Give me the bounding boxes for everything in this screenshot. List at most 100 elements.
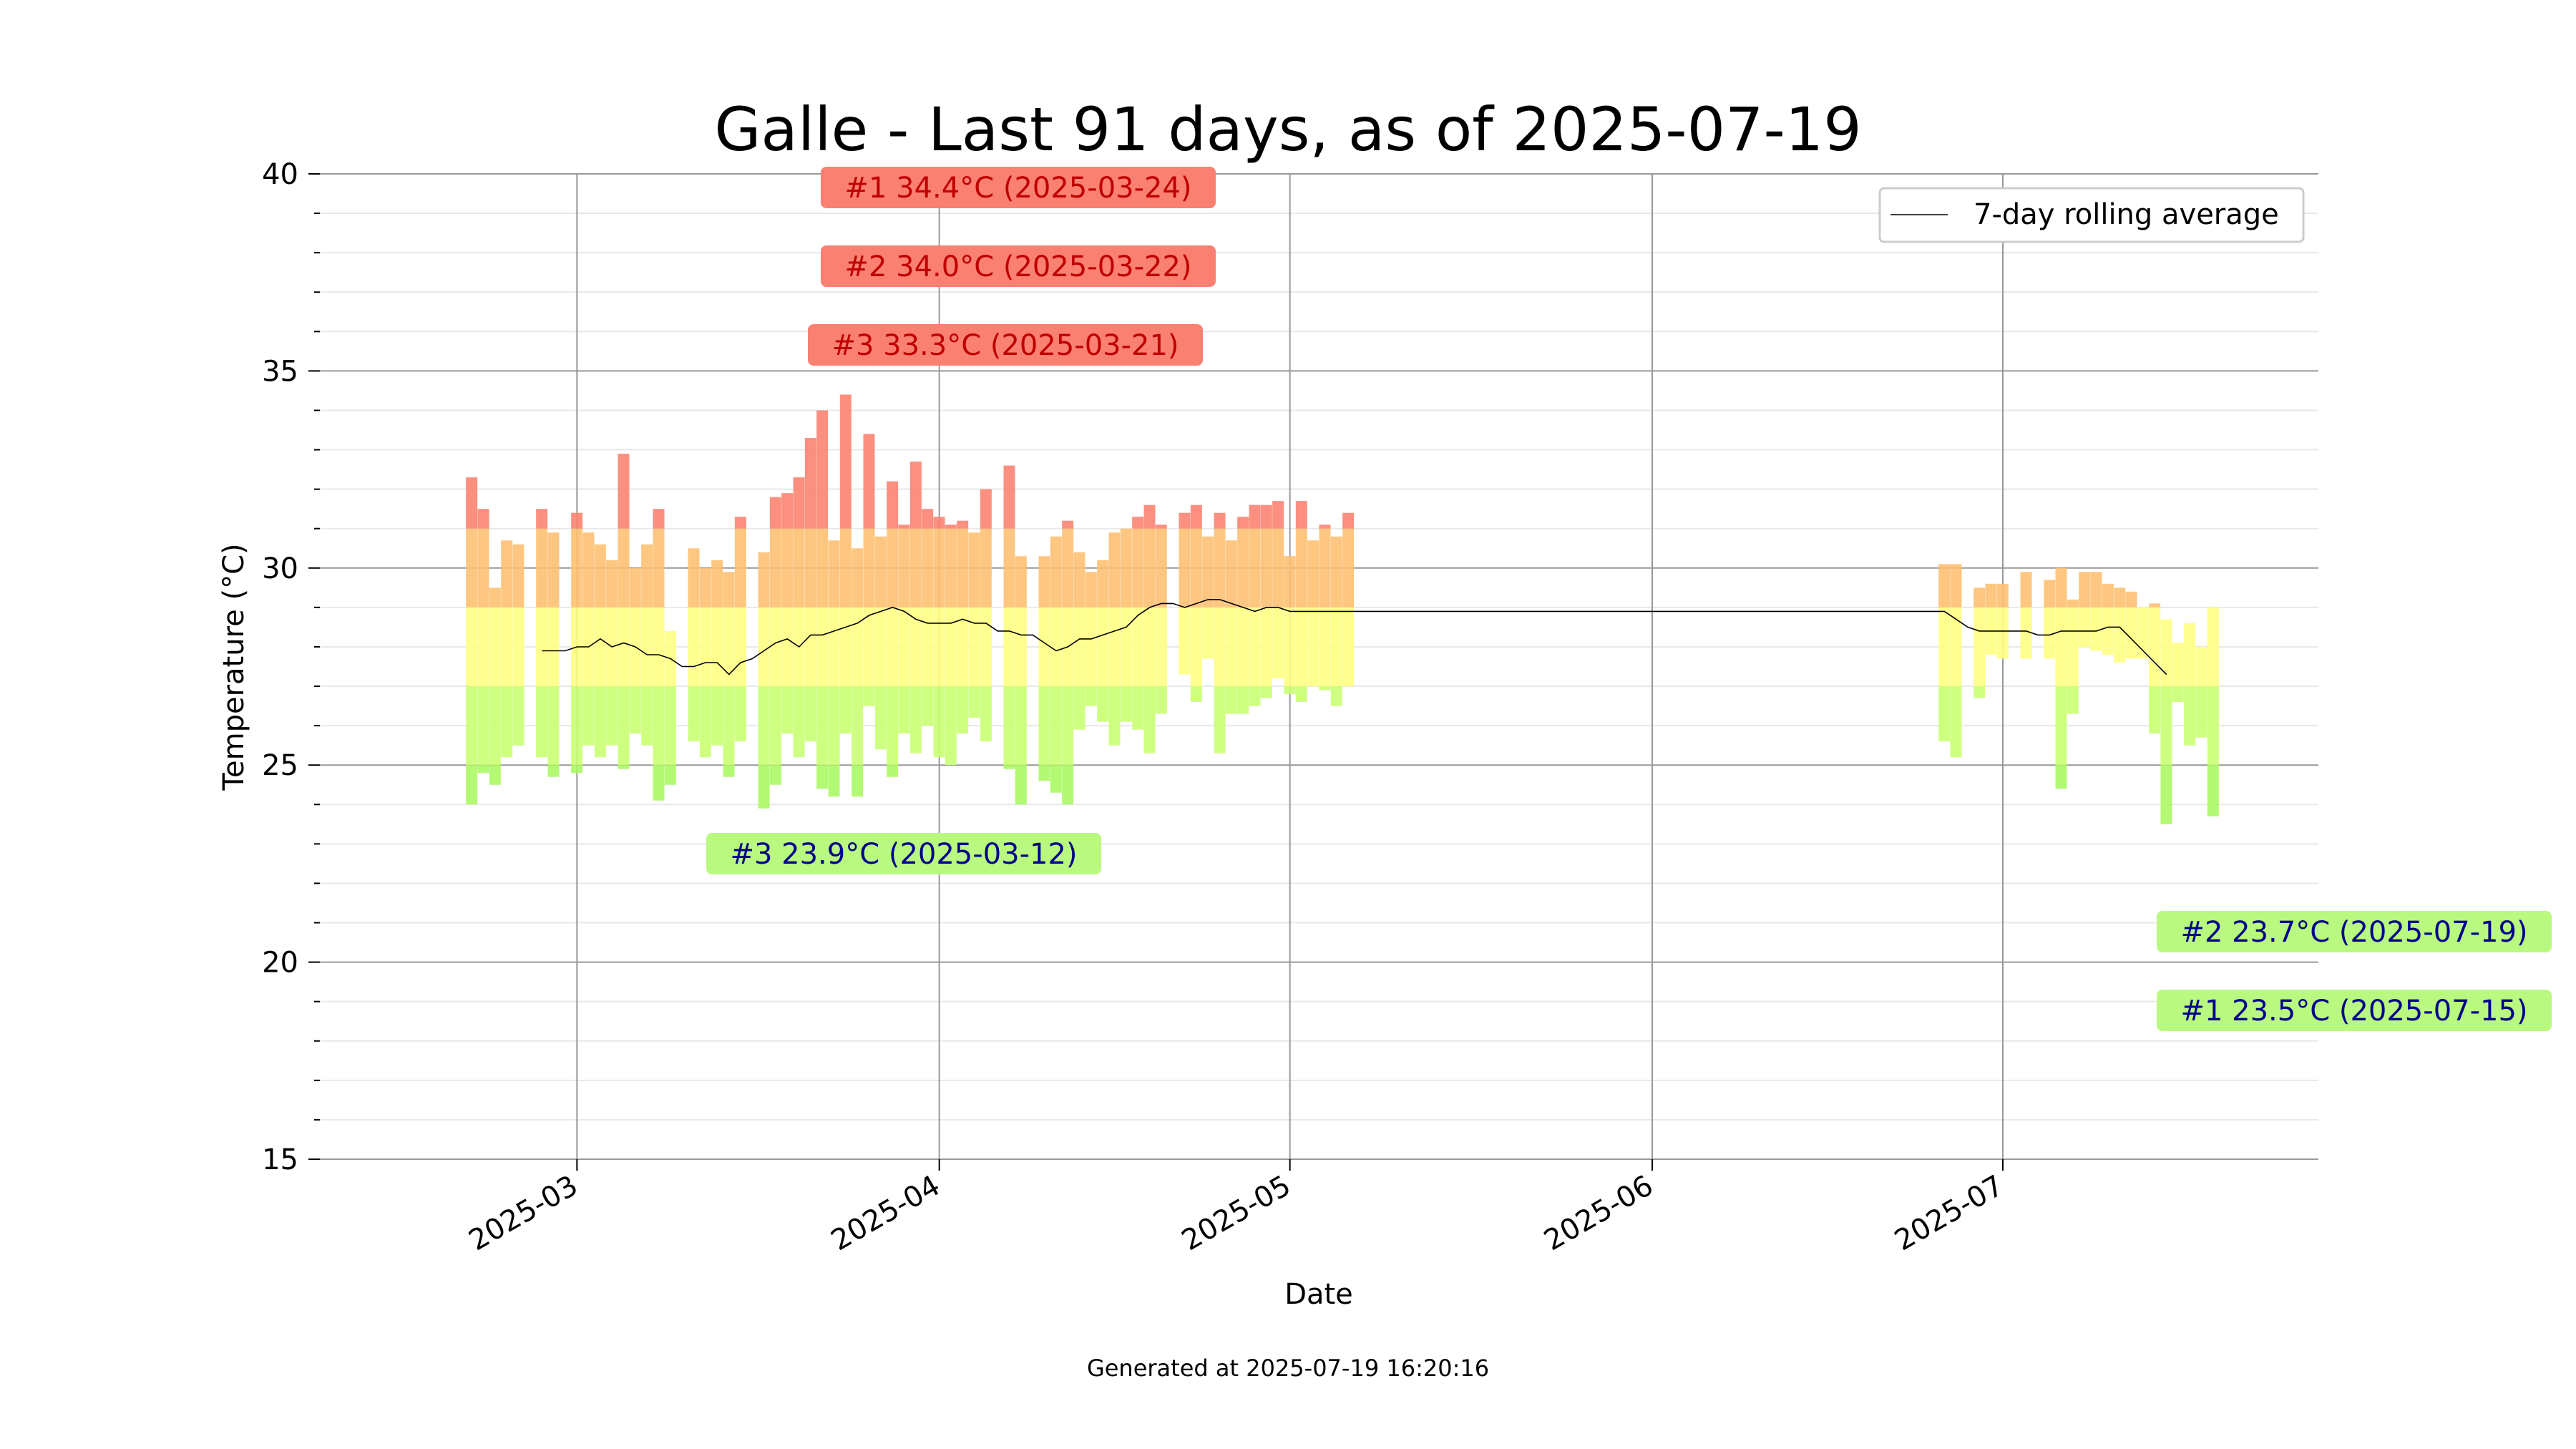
bar-segment — [909, 462, 922, 529]
bar-segment — [1260, 686, 1272, 698]
temperature-bar — [781, 493, 794, 734]
temperature-bar — [512, 544, 525, 746]
temperature-bar — [933, 517, 945, 758]
bar-segment — [1003, 465, 1015, 529]
temperature-bar — [1950, 564, 1962, 758]
temperature-bar — [2114, 587, 2126, 663]
bar-segment — [536, 528, 548, 608]
bar-segment — [477, 765, 489, 774]
y-tick-label: 25 — [262, 749, 298, 782]
temperature-bar — [2207, 607, 2219, 816]
bar-segment — [1085, 572, 1097, 608]
bar-segment — [1950, 686, 1962, 758]
bar-segment — [1038, 686, 1050, 766]
bar-segment — [1974, 607, 1986, 687]
bar-segment — [1237, 528, 1249, 608]
bar-segment — [641, 544, 653, 608]
bar-segment — [1249, 607, 1261, 687]
bar-segment — [571, 512, 583, 529]
bar-segment — [1342, 528, 1355, 608]
bar-segment — [804, 686, 816, 742]
bar-segment — [734, 517, 746, 529]
bar-segment — [1062, 520, 1074, 529]
temperature-bar — [582, 532, 595, 746]
bar-segment — [547, 607, 560, 687]
temperature-bar — [1085, 572, 1097, 706]
bar-segment — [1284, 607, 1296, 687]
bar-segment — [1319, 525, 1331, 529]
temperature-bar — [1319, 525, 1331, 691]
bar-segment — [945, 528, 957, 608]
bar-segment — [711, 560, 723, 608]
chart-title: Galle - Last 91 days, as of 2025-07-19 — [714, 94, 1861, 165]
bar-segment — [2055, 686, 2067, 766]
temperature-bar — [2125, 591, 2137, 659]
bar-segment — [769, 765, 781, 785]
bar-segment — [629, 567, 641, 608]
extreme-annotation: #1 23.5°C (2025-07-15) — [2157, 990, 2552, 1031]
bar-segment — [1974, 686, 1986, 698]
temperature-bar — [618, 454, 630, 769]
x-tick-label: 2025-05 — [1176, 1169, 1297, 1257]
bar-segment — [2102, 607, 2114, 655]
bar-segment — [1050, 607, 1062, 687]
bar-segment — [489, 686, 501, 766]
bar-segment — [536, 607, 548, 687]
bar-segment — [606, 560, 618, 608]
temperature-bar — [699, 567, 711, 758]
bar-segment — [769, 686, 781, 766]
y-tick-label: 35 — [262, 355, 298, 388]
bar-segment — [1307, 540, 1319, 608]
bar-segment — [1950, 607, 1962, 687]
bar-segment — [1003, 765, 1015, 769]
bar-segment — [968, 686, 980, 718]
temperature-bar — [723, 572, 735, 777]
temperature-bar — [816, 410, 829, 789]
bar-segment — [699, 686, 711, 758]
bar-segment — [1330, 536, 1342, 608]
bar-segment — [2184, 623, 2196, 687]
bar-segment — [2172, 643, 2184, 687]
annotation-box — [821, 245, 1216, 287]
bar-segment — [828, 686, 840, 766]
bar-segment — [1132, 686, 1144, 730]
bar-segment — [2149, 603, 2161, 608]
legend-label: 7-day rolling average — [1974, 198, 2279, 231]
x-tick-label: 2025-07 — [1889, 1169, 2009, 1257]
annotation-box — [808, 324, 1203, 366]
bar-segment — [804, 528, 816, 608]
bar-segment — [1249, 504, 1261, 529]
temperature-bar — [1249, 504, 1261, 706]
temperature-bar — [466, 477, 478, 805]
temperature-bar — [2020, 572, 2032, 659]
bar-segment — [1143, 686, 1156, 753]
bar-segment — [466, 528, 478, 608]
temperature-bar — [2149, 603, 2161, 734]
bar-segment — [957, 686, 969, 734]
bar-segment — [758, 607, 770, 687]
bar-segment — [489, 765, 501, 785]
bar-segment — [828, 540, 840, 608]
temperature-bar — [1225, 540, 1237, 714]
bar-segment — [653, 509, 665, 529]
bar-segment — [1260, 607, 1272, 687]
temperature-bar — [828, 540, 840, 797]
bar-segment — [512, 686, 525, 746]
bar-segment — [1342, 607, 1355, 687]
temperature-bar — [968, 532, 980, 718]
bar-segment — [582, 686, 595, 746]
bar-segment — [1179, 512, 1191, 529]
bar-segment — [618, 454, 630, 529]
bar-segment — [1108, 607, 1121, 687]
bar-segment — [1225, 686, 1237, 714]
bar-segment — [2160, 765, 2172, 824]
temperature-bar — [1155, 525, 1167, 714]
bar-segment — [922, 607, 934, 687]
bar-segment — [1938, 564, 1951, 608]
temperature-bar — [2195, 646, 2207, 738]
bar-segment — [2079, 572, 2091, 608]
bar-segment — [1155, 607, 1167, 687]
bar-segment — [466, 765, 478, 805]
temperature-bar — [641, 544, 653, 746]
